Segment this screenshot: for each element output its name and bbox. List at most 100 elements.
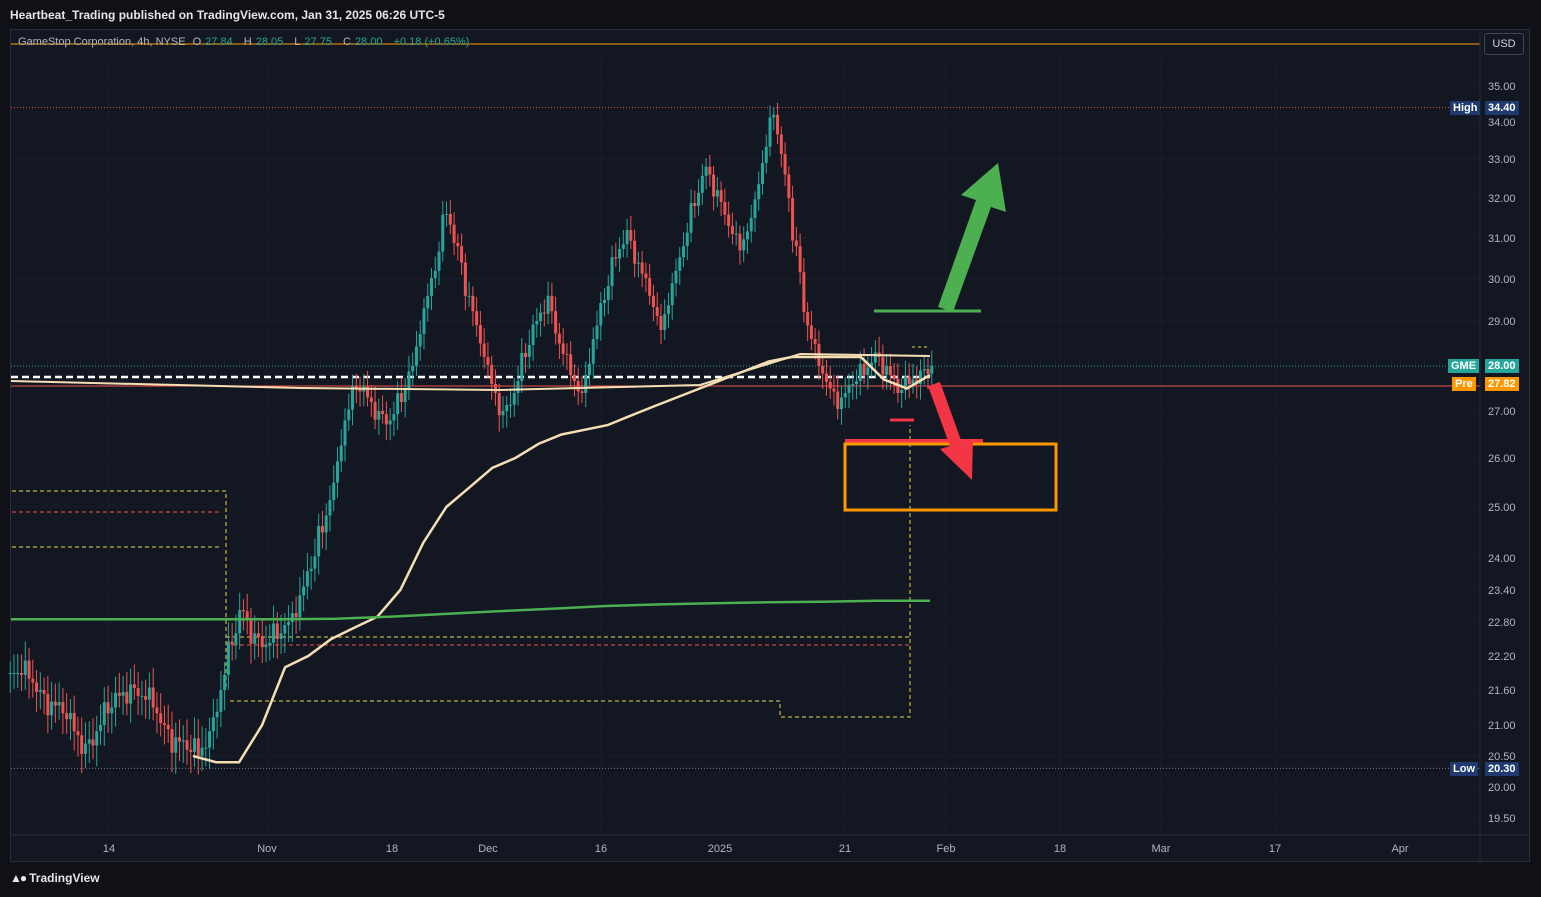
price-tick-label: 30.00: [1488, 274, 1516, 286]
candle-body: [700, 175, 704, 193]
tradingview-logo-icon: ▲●: [10, 871, 27, 885]
candle-body: [809, 325, 813, 339]
candle-body: [384, 414, 388, 425]
candle-body: [256, 633, 260, 638]
candle-body: [764, 146, 768, 163]
candle-body: [572, 375, 576, 381]
candle-body: [99, 725, 103, 732]
short-moving-average: [192, 355, 931, 764]
annotations: [843, 163, 1058, 512]
candle-body: [290, 613, 294, 622]
legend-h-label: H: [243, 36, 252, 48]
candle-body: [305, 571, 309, 587]
candle-body: [114, 692, 118, 708]
candle-body: [715, 190, 719, 197]
candle-body: [569, 354, 573, 375]
candle-body: [858, 363, 862, 381]
symbol-tag-value: 28.00: [1485, 359, 1519, 373]
zone-left-top: [12, 490, 227, 690]
candle-body: [27, 660, 31, 679]
candle-body: [719, 190, 723, 202]
time-tick-label: Dec: [478, 843, 498, 855]
candle-body: [125, 691, 129, 704]
candle-body: [320, 526, 324, 533]
candle-body: [377, 411, 381, 420]
candle-body: [832, 388, 836, 392]
candle-body: [508, 404, 512, 406]
candle-body: [215, 711, 219, 718]
price-tick-label: 22.20: [1488, 651, 1516, 663]
candle-body: [482, 343, 486, 357]
pre-tag-label: Pre: [1452, 377, 1476, 391]
candle-body: [678, 257, 682, 271]
candle-body: [888, 366, 892, 375]
candle-body: [693, 202, 697, 206]
candle-body: [117, 692, 121, 696]
candle-body: [16, 673, 20, 674]
pre-tag-value: 27.82: [1485, 377, 1519, 391]
time-axis: 14 Nov 18 Dec 16 2025 21 Feb 18 Mar 17 Apr: [11, 834, 1530, 855]
candle-body: [761, 162, 765, 185]
candle-body: [926, 369, 930, 374]
candle-body: [309, 568, 313, 572]
candle-body: [546, 295, 550, 314]
candle-body: [527, 345, 531, 357]
candle-body: [542, 312, 546, 314]
candle-body: [847, 385, 851, 393]
candle-body: [779, 134, 783, 155]
candle-body: [659, 316, 663, 330]
candle-body: [193, 738, 197, 752]
time-tick-label: 18: [1054, 843, 1066, 855]
zone-right-bottom: [230, 425, 911, 718]
price-tick-label: 24.00: [1488, 553, 1516, 565]
candle-body: [151, 687, 155, 708]
candle-body: [734, 233, 738, 235]
price-tick-label: 20.00: [1488, 782, 1516, 794]
time-tick-label: 17: [1269, 843, 1281, 855]
candle-body: [911, 379, 915, 384]
candle-body: [610, 257, 614, 286]
low-tag-value: 20.30: [1485, 762, 1519, 776]
candle-body: [475, 311, 479, 326]
candle-body: [704, 166, 708, 176]
price-tick-label: 34.00: [1488, 117, 1516, 129]
time-tick-label: Apr: [1391, 843, 1408, 855]
candle-body: [670, 283, 674, 306]
candle-body: [407, 371, 411, 390]
candle-body: [636, 262, 640, 264]
candle-body: [249, 618, 253, 644]
candle-body: [712, 174, 716, 197]
time-tick-label: Feb: [937, 843, 956, 855]
candle-body: [31, 678, 35, 683]
symbol-tag-label: GME: [1448, 359, 1480, 373]
candle-body: [144, 695, 148, 700]
candle-body: [441, 214, 445, 252]
candle-body: [366, 386, 370, 398]
candle-body: [226, 641, 230, 675]
candle-body: [512, 393, 516, 405]
candle-body: [445, 214, 449, 215]
candle-body: [839, 397, 843, 409]
candle-body: [189, 749, 193, 752]
candle-body: [918, 370, 922, 385]
candle-body: [550, 295, 554, 312]
price-tick-label: 25.00: [1488, 502, 1516, 514]
high-tag-value: 34.40: [1485, 101, 1519, 115]
time-tick-label: 2025: [708, 843, 732, 855]
candle-body: [768, 117, 772, 147]
candle-body: [50, 701, 54, 716]
candle-body: [794, 240, 798, 247]
moving-averages: [10, 352, 931, 764]
price-tick-label: 21.00: [1488, 720, 1516, 732]
candle-body: [580, 391, 584, 393]
candle-body: [520, 352, 524, 381]
currency-button[interactable]: USD: [1484, 33, 1524, 55]
candle-body: [245, 611, 249, 619]
candle-body: [757, 184, 761, 200]
candle-body: [23, 660, 27, 675]
candle-body: [745, 231, 749, 240]
time-tick-label: 18: [386, 843, 398, 855]
candle-body: [35, 682, 39, 692]
candle-body: [87, 739, 91, 744]
